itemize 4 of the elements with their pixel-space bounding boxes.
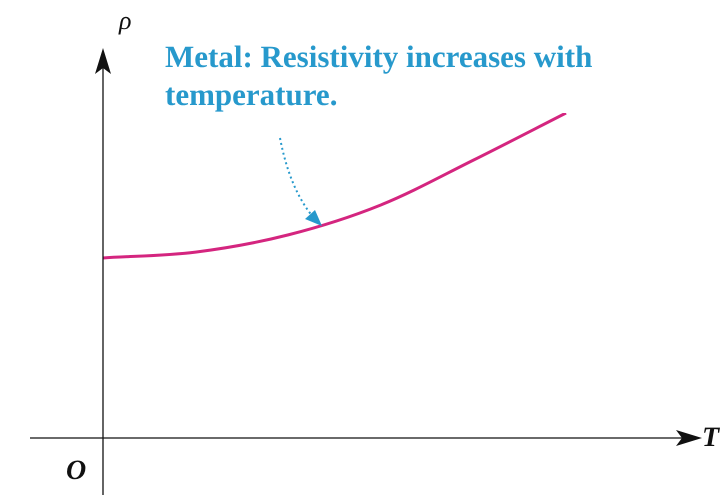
text: Metal: Resistivity increases with temperature. [165,38,594,114]
text: O [66,455,86,487]
y-axis-title: ρ [119,6,132,36]
x-axis-title: T [702,422,720,454]
